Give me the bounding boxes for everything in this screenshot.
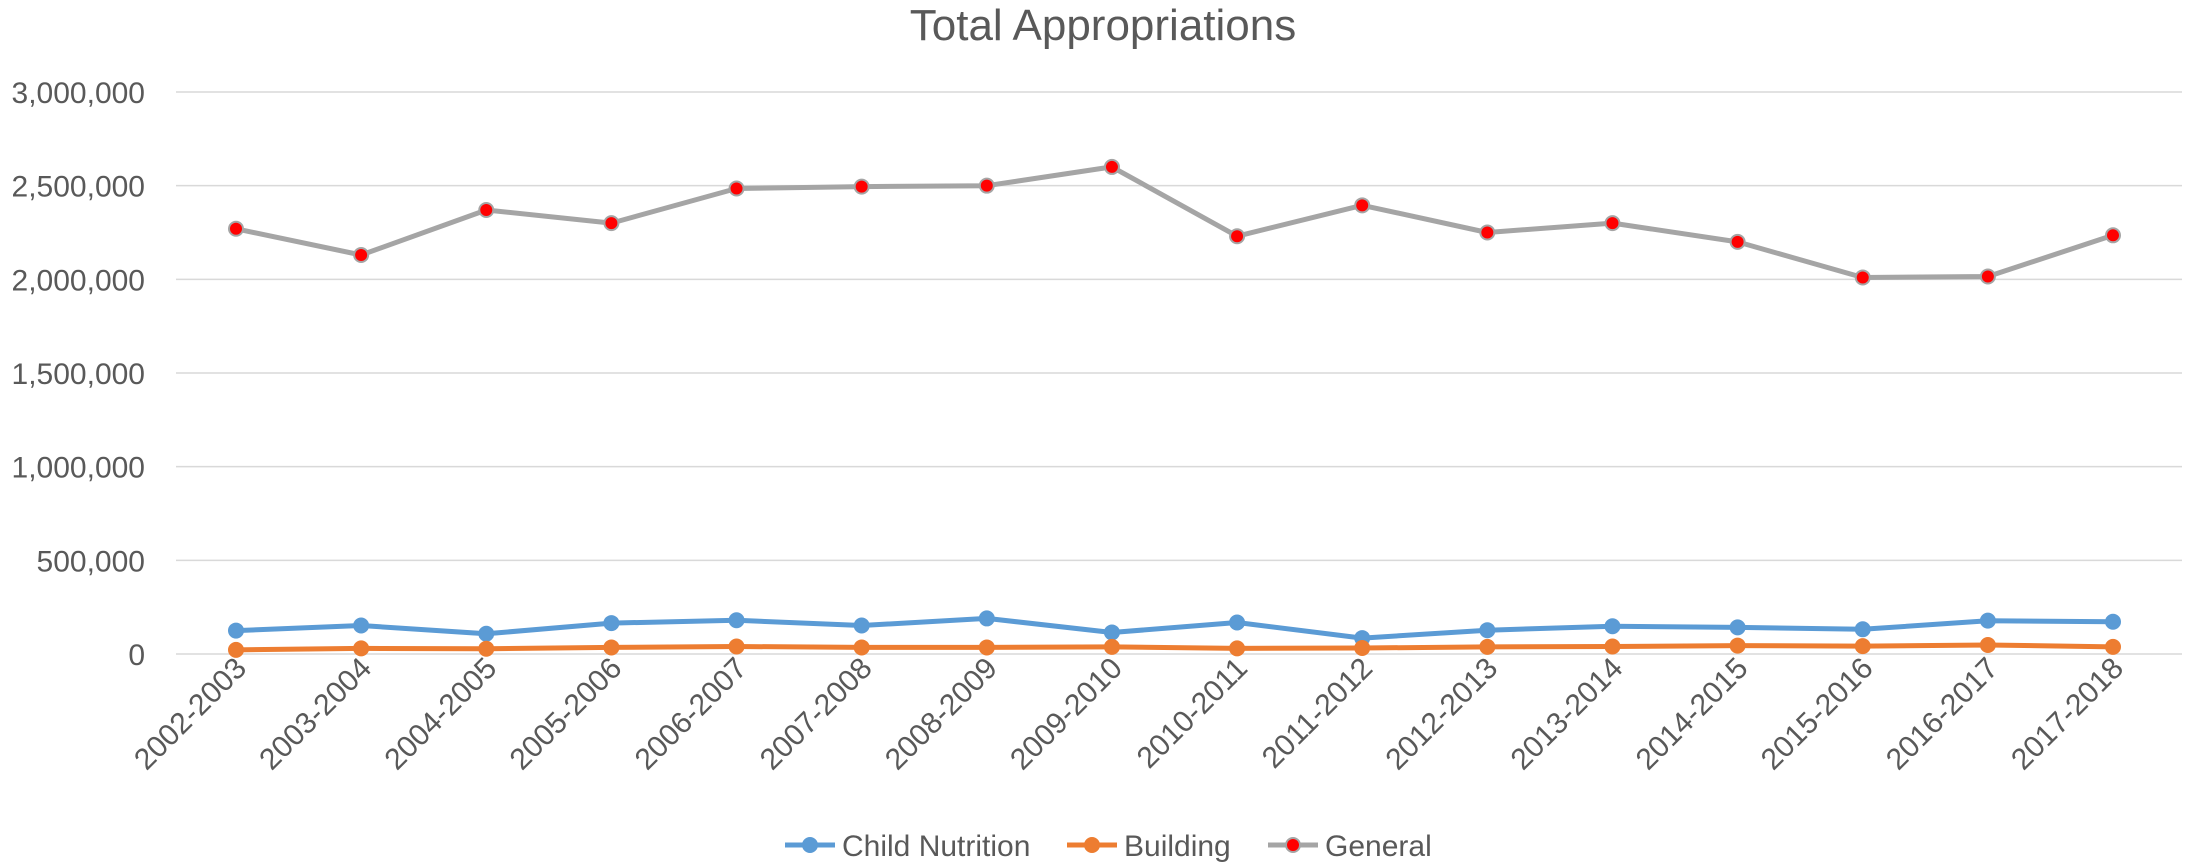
data-point-child-nutrition: [1979, 612, 1996, 629]
x-tick-label: 2011-2012: [1256, 652, 1379, 775]
x-tick-label: 2016-2017: [1880, 652, 2005, 777]
x-tick-label: 2006-2007: [629, 652, 754, 777]
data-point-building: [1479, 638, 1496, 655]
data-point-general: [1854, 269, 1871, 286]
legend-item-child-nutrition: Child Nutrition: [785, 830, 1030, 863]
data-point-building: [1103, 638, 1120, 655]
x-tick-label: 2012-2013: [1380, 652, 1505, 777]
data-point-building: [1229, 640, 1246, 657]
legend-item-general: General: [1268, 830, 1432, 863]
series-line-building: [233, 642, 2116, 653]
data-point-general: [1229, 228, 1246, 245]
chart-title: Total Appropriations: [910, 1, 1296, 50]
y-tick-label: 1,000,000: [12, 452, 145, 485]
data-point-general: [1729, 233, 1746, 250]
x-tick-label: 2003-2004: [253, 652, 378, 777]
data-point-general: [1604, 215, 1621, 232]
legend-item-building: Building: [1067, 830, 1231, 863]
x-tick-label: 2015-2016: [1755, 652, 1880, 777]
y-tick-label: 500,000: [37, 545, 145, 578]
x-tick-label: 2014-2015: [1630, 652, 1755, 777]
legend-marker-child-nutrition: [802, 837, 818, 853]
data-point-general: [603, 215, 620, 232]
data-point-general: [1479, 224, 1496, 241]
data-point-child-nutrition: [603, 615, 620, 632]
legend-label-child-nutrition: Child Nutrition: [842, 830, 1030, 862]
y-tick-label: 1,500,000: [12, 358, 145, 391]
series-general: [228, 158, 2121, 286]
x-tick-label: 2007-2008: [754, 652, 879, 777]
data-point-child-nutrition: [1854, 621, 1871, 638]
series-child-nutrition: [228, 610, 2121, 647]
data-point-child-nutrition: [728, 612, 745, 629]
data-point-general: [353, 246, 370, 263]
x-tick-label: 2010-2011: [1131, 652, 1254, 775]
data-point-building: [728, 638, 745, 655]
series-building: [228, 637, 2121, 658]
data-point-child-nutrition: [853, 617, 870, 634]
gridlines: [176, 91, 2182, 655]
data-point-building: [228, 641, 244, 658]
x-tick-label: 2009-2010: [1004, 652, 1129, 777]
legend-label-general: General: [1325, 830, 1432, 862]
data-point-building: [1354, 640, 1371, 657]
x-axis-tick-labels: 2002-2003 2003-2004 2004-2005 2005-2006 2006…: [128, 652, 2130, 777]
data-point-general: [853, 178, 870, 195]
data-point-child-nutrition: [2105, 613, 2121, 630]
data-point-building: [853, 639, 870, 656]
data-point-building: [478, 640, 495, 657]
data-point-general: [1979, 268, 1996, 285]
legend-marker-general: [1285, 837, 1301, 853]
data-point-general: [2105, 227, 2121, 244]
data-point-building: [1729, 637, 1746, 654]
data-point-child-nutrition: [228, 622, 244, 639]
data-point-building: [2105, 638, 2121, 655]
data-point-building: [978, 639, 995, 656]
data-point-building: [1604, 638, 1621, 655]
series-line-child-nutrition: [233, 615, 2116, 641]
data-point-child-nutrition: [978, 610, 995, 627]
x-tick-label: 2013-2014: [1505, 652, 1630, 777]
data-point-general: [978, 177, 995, 194]
data-point-building: [1854, 638, 1871, 655]
data-point-building: [1979, 637, 1996, 654]
x-tick-label: 2002-2003: [128, 652, 253, 777]
y-tick-label: 2,500,000: [12, 171, 145, 204]
data-point-child-nutrition: [353, 617, 370, 634]
data-point-building: [603, 639, 620, 656]
data-point-general: [728, 180, 745, 197]
y-axis-tick-labels: 0 500,000 1,000,000 1,500,000 2,000,000 2,500…: [12, 77, 145, 672]
series-line-general: [233, 164, 2116, 280]
data-point-child-nutrition: [1229, 614, 1246, 631]
legend-label-building: Building: [1124, 830, 1231, 862]
x-tick-label: 2008-2009: [879, 652, 1004, 777]
data-point-general: [1354, 197, 1371, 214]
data-point-child-nutrition: [1729, 619, 1746, 636]
legend-marker-building: [1084, 837, 1100, 853]
legend: Child Nutrition Building General: [785, 830, 1432, 863]
x-tick-label: 2017-2018: [2005, 652, 2130, 777]
series-lines: [228, 158, 2121, 658]
data-point-general: [228, 220, 244, 237]
data-point-child-nutrition: [1103, 624, 1120, 641]
x-tick-label: 2005-2006: [504, 652, 629, 777]
y-tick-label: 3,000,000: [12, 77, 145, 110]
data-point-general: [478, 202, 495, 219]
data-point-child-nutrition: [1604, 618, 1621, 635]
data-point-child-nutrition: [478, 625, 495, 642]
y-tick-label: 0: [128, 639, 145, 672]
y-tick-label: 2,000,000: [12, 264, 145, 297]
data-point-general: [1103, 158, 1120, 175]
data-point-child-nutrition: [1479, 622, 1496, 639]
x-tick-label: 2004-2005: [378, 652, 503, 777]
data-point-building: [353, 640, 370, 657]
